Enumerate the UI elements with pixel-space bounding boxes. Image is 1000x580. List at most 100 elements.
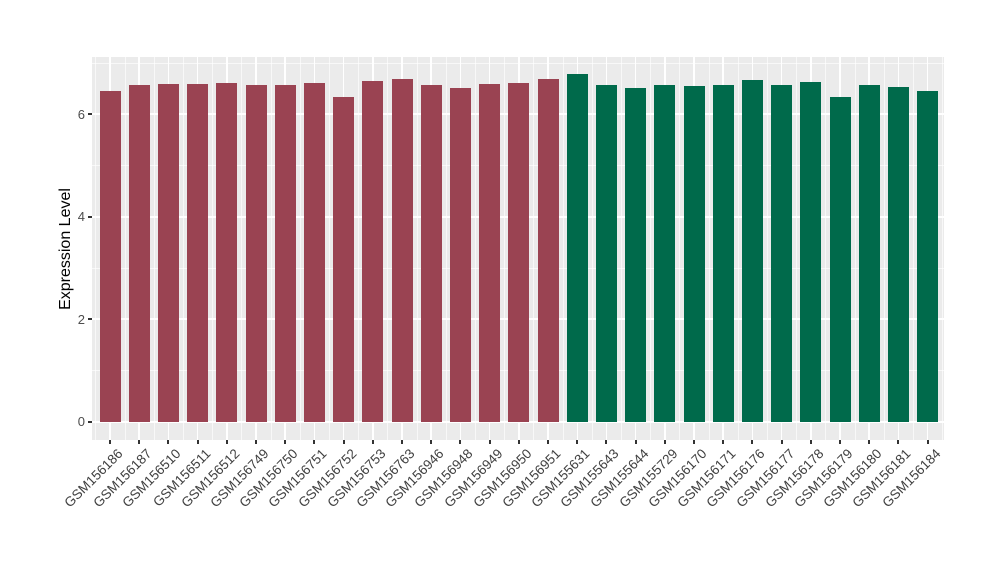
gridline-minor-v	[299, 57, 301, 440]
bar-GSM156753	[362, 80, 384, 422]
x-tick-mark	[897, 440, 900, 444]
x-tick-mark	[547, 440, 549, 444]
gridline-minor-v	[416, 57, 418, 440]
gridline-major-h	[92, 420, 944, 423]
bar-GSM156176	[741, 80, 763, 422]
x-tick-mark	[751, 440, 754, 444]
y-tick-mark	[88, 318, 92, 321]
bar-GSM156171	[712, 84, 734, 422]
gridline-minor-v	[621, 57, 622, 440]
x-tick-mark	[430, 440, 433, 444]
y-tick-mark	[88, 420, 92, 423]
bar-GSM156749	[245, 85, 267, 422]
bar-GSM156187	[128, 85, 150, 422]
x-tick-mark	[138, 440, 141, 444]
x-tick-mark	[605, 440, 608, 444]
gridline-minor-v	[883, 57, 885, 440]
bar-GSM156763	[391, 78, 413, 422]
bar-GSM156179	[829, 96, 851, 422]
gridline-minor-v	[562, 57, 564, 440]
bar-GSM155631	[566, 74, 588, 422]
gridline-minor-v	[183, 57, 184, 440]
gridline-minor-v	[153, 57, 155, 440]
x-tick-mark	[225, 440, 228, 444]
gridline-minor-v	[95, 57, 97, 440]
x-tick-mark	[401, 440, 403, 444]
bar-GSM156949	[479, 84, 501, 422]
bar-GSM156752	[333, 97, 355, 422]
x-tick-mark	[634, 440, 637, 444]
y-tick-label: 2	[77, 311, 85, 327]
bar-GSM155729	[654, 84, 676, 422]
bar-GSM156177	[771, 84, 793, 422]
gridline-minor-v	[270, 57, 272, 440]
x-tick-mark	[342, 440, 345, 444]
bar-GSM156751	[303, 83, 325, 422]
bar-GSM156178	[800, 82, 822, 422]
y-tick-label: 0	[77, 414, 85, 430]
x-tick-mark	[926, 440, 929, 444]
bar-GSM155643	[595, 85, 617, 422]
x-tick-mark	[722, 440, 725, 444]
x-tick-mark	[517, 440, 520, 444]
y-tick-label: 6	[77, 106, 85, 122]
bar-GSM156184	[917, 91, 939, 422]
x-tick-mark	[196, 440, 199, 444]
bar-GSM155644	[625, 88, 647, 422]
bar-GSM156170	[683, 86, 705, 422]
bar-GSM156510	[157, 83, 179, 422]
x-tick-mark	[313, 440, 316, 444]
x-tick-mark	[868, 440, 871, 444]
gridline-minor-v	[767, 57, 768, 440]
bar-GSM156946	[420, 85, 442, 422]
gridline-minor-v	[387, 57, 389, 440]
gridline-minor-v	[504, 57, 506, 440]
x-tick-mark	[459, 440, 462, 444]
x-tick-mark	[284, 440, 287, 444]
x-tick-mark	[488, 440, 491, 444]
gridline-minor-v	[942, 57, 944, 440]
gridline-minor-v	[329, 57, 330, 440]
x-tick-mark	[109, 440, 111, 444]
y-tick-mark	[88, 113, 92, 116]
bar-GSM156186	[99, 90, 121, 422]
bar-GSM156180	[858, 85, 880, 422]
x-tick-mark	[693, 440, 695, 444]
y-tick-mark	[88, 215, 92, 218]
x-tick-mark	[576, 440, 579, 444]
y-tick-label: 4	[77, 209, 85, 225]
x-tick-mark	[167, 440, 170, 444]
x-tick-mark	[809, 440, 812, 444]
gridline-minor-v	[825, 57, 827, 440]
x-tick-mark	[371, 440, 374, 444]
gridline-minor-v	[913, 57, 914, 440]
bar-GSM156512	[216, 82, 238, 422]
gridline-minor-v	[650, 57, 652, 440]
x-tick-mark	[780, 440, 783, 444]
gridline-minor-v	[679, 57, 681, 440]
bar-GSM156948	[449, 88, 471, 422]
gridline-minor-v	[241, 57, 243, 440]
bar-GSM156950	[508, 83, 530, 422]
gridline-minor-v	[854, 57, 856, 440]
x-tick-mark	[255, 440, 257, 444]
bar-GSM156511	[187, 84, 209, 422]
gridline-minor-h	[92, 62, 944, 64]
gridline-minor-v	[708, 57, 710, 440]
gridline-minor-v	[475, 57, 476, 440]
gridline-minor-v	[445, 57, 447, 440]
bar-GSM156750	[274, 85, 296, 422]
bar-GSM156181	[887, 87, 909, 422]
gridline-minor-v	[533, 57, 535, 440]
y-axis-title: Expression Level	[57, 187, 74, 310]
gridline-minor-v	[124, 57, 126, 440]
gridline-minor-v	[796, 57, 798, 440]
bar-GSM156951	[537, 79, 559, 422]
gridline-minor-v	[358, 57, 360, 440]
gridline-minor-v	[591, 57, 593, 440]
gridline-minor-v	[737, 57, 739, 440]
x-tick-mark	[663, 440, 666, 444]
gridline-minor-v	[212, 57, 214, 440]
x-tick-mark	[839, 440, 841, 444]
